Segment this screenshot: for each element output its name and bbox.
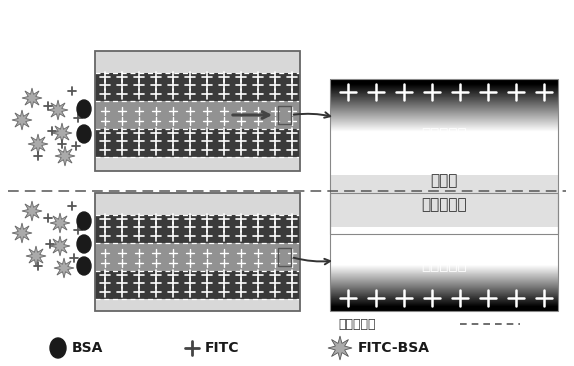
Polygon shape [55, 146, 75, 166]
Polygon shape [328, 336, 352, 360]
Polygon shape [54, 258, 74, 278]
Bar [95, 215, 300, 243]
Bar [278, 106, 291, 124]
Text: FITC: FITC [205, 341, 239, 355]
Polygon shape [52, 123, 72, 143]
Polygon shape [22, 201, 42, 221]
Polygon shape [50, 213, 70, 233]
Polygon shape [28, 134, 48, 154]
Ellipse shape [77, 257, 91, 275]
Bar [95, 101, 300, 129]
Text: 自由传输区: 自由传输区 [421, 197, 467, 212]
Bar [330, 193, 558, 311]
Polygon shape [48, 100, 68, 120]
Ellipse shape [77, 125, 91, 143]
Text: FITC-BSA: FITC-BSA [358, 341, 430, 355]
Bar [278, 248, 291, 266]
Polygon shape [12, 110, 32, 130]
Bar [95, 73, 300, 101]
Bar [95, 271, 300, 299]
Text: 静电排斥区: 静电排斥区 [421, 127, 467, 142]
Bar [95, 51, 300, 171]
Bar [95, 129, 300, 157]
Ellipse shape [77, 100, 91, 118]
Bar [95, 51, 300, 171]
Text: 位阻区: 位阻区 [430, 173, 457, 188]
Polygon shape [22, 88, 42, 108]
Bar [330, 175, 558, 234]
Bar [95, 243, 300, 271]
Ellipse shape [77, 235, 91, 253]
Polygon shape [26, 246, 46, 266]
Polygon shape [50, 236, 70, 256]
Text: BSA: BSA [72, 341, 103, 355]
Bar [95, 193, 300, 311]
Text: 静电排斥区: 静电排斥区 [421, 257, 467, 272]
Bar [95, 193, 300, 311]
Text: 负电荷表面: 负电荷表面 [338, 317, 375, 330]
Ellipse shape [77, 212, 91, 230]
Polygon shape [12, 223, 32, 243]
Ellipse shape [50, 338, 66, 358]
Bar [330, 79, 558, 234]
